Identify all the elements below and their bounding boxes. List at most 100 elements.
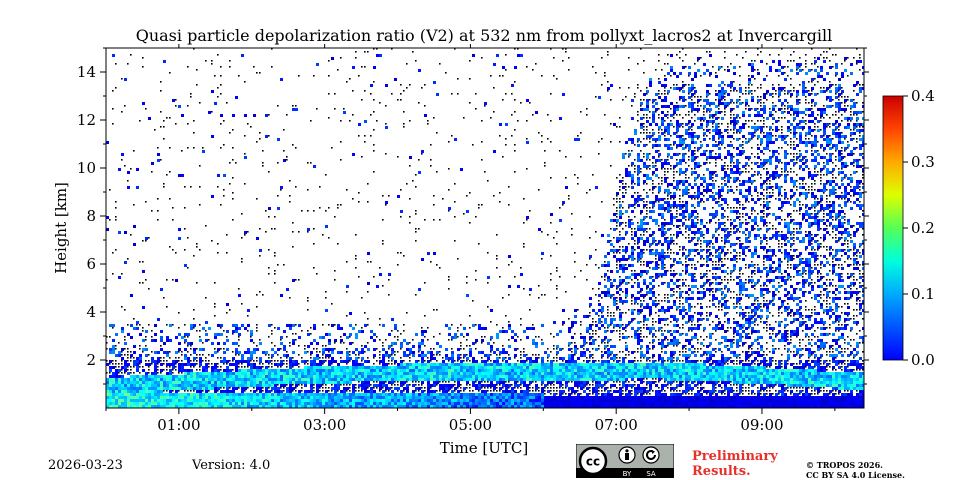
heatmap-cell xyxy=(187,360,190,363)
heatmap-cell xyxy=(265,354,267,356)
heatmap-cell xyxy=(496,354,498,356)
heatmap-cell xyxy=(127,324,129,326)
heatmap-cell xyxy=(175,252,177,254)
heatmap-cell xyxy=(523,222,525,224)
heatmap-cell xyxy=(607,372,610,375)
heatmap-cell xyxy=(574,354,576,356)
heatmap-cell xyxy=(517,336,519,338)
heatmap-cell xyxy=(127,360,129,362)
heatmap-cell xyxy=(391,342,394,345)
heatmap-cell xyxy=(139,396,142,399)
heatmap-cell xyxy=(592,342,595,345)
heatmap-cell xyxy=(160,111,162,113)
heatmap-cell xyxy=(601,321,603,323)
heatmap-cell xyxy=(241,369,244,372)
heatmap-cell xyxy=(634,396,637,399)
heatmap-cell xyxy=(421,372,424,375)
heatmap-cell xyxy=(490,345,493,348)
heatmap-cell xyxy=(379,360,382,363)
heatmap-cell xyxy=(253,360,255,362)
heatmap-cell xyxy=(217,174,220,177)
heatmap-cell xyxy=(490,387,492,389)
heatmap-cell xyxy=(343,396,346,399)
heatmap-cell xyxy=(232,192,234,194)
heatmap-cell xyxy=(502,357,505,360)
heatmap-cell xyxy=(493,372,496,375)
heatmap-cell xyxy=(190,405,193,408)
heatmap-cell xyxy=(169,390,172,393)
heatmap-cell xyxy=(157,399,160,402)
heatmap-cell xyxy=(418,345,421,348)
heatmap-cell xyxy=(154,339,157,342)
heatmap-cell xyxy=(337,207,339,209)
heatmap-cell xyxy=(619,225,621,227)
heatmap-cell xyxy=(349,333,352,336)
heatmap-cell xyxy=(262,162,264,164)
heatmap-cell xyxy=(634,231,637,234)
heatmap-cell xyxy=(640,213,642,215)
heatmap-cell xyxy=(544,390,546,392)
heatmap-cell xyxy=(313,339,316,342)
heatmap-cell xyxy=(328,93,330,95)
heatmap-cell xyxy=(613,228,616,231)
heatmap-cell xyxy=(505,54,507,56)
heatmap-cell xyxy=(616,228,618,230)
heatmap-cell xyxy=(157,393,160,396)
heatmap-cell xyxy=(298,369,301,372)
heatmap-cell xyxy=(385,369,388,372)
heatmap-cell xyxy=(631,372,634,375)
heatmap-cell xyxy=(430,366,433,369)
heatmap-cell xyxy=(556,402,559,405)
heatmap-cell xyxy=(289,363,292,366)
heatmap-cell xyxy=(226,336,228,338)
heatmap-cell xyxy=(646,114,648,116)
heatmap-cell xyxy=(394,351,396,353)
heatmap-cell xyxy=(604,336,607,339)
heatmap-cell xyxy=(523,381,526,384)
heatmap-cell xyxy=(106,384,109,387)
heatmap-cell xyxy=(634,243,636,245)
heatmap-cell xyxy=(628,174,631,177)
heatmap-cell xyxy=(229,381,232,384)
heatmap-cell xyxy=(142,393,145,396)
heatmap-cell xyxy=(244,183,246,185)
heatmap-cell xyxy=(556,351,559,354)
heatmap-cell xyxy=(568,393,571,396)
heatmap-cell xyxy=(199,165,201,167)
heatmap-cell xyxy=(631,297,633,299)
heatmap-cell xyxy=(466,195,468,197)
heatmap-cell xyxy=(514,399,517,402)
heatmap-cell xyxy=(646,273,648,275)
heatmap-cell xyxy=(385,84,388,87)
heatmap-cell xyxy=(634,381,636,383)
heatmap-cell xyxy=(463,360,465,362)
heatmap-cell xyxy=(622,324,624,326)
heatmap-cell xyxy=(331,369,334,372)
heatmap-cell xyxy=(160,348,163,351)
heatmap-cell xyxy=(337,402,340,405)
heatmap-cell xyxy=(136,168,139,171)
heatmap-cell xyxy=(250,351,253,354)
heatmap-cell xyxy=(496,369,499,372)
heatmap-cell xyxy=(178,342,181,345)
heatmap-cell xyxy=(631,204,634,207)
heatmap-cell xyxy=(268,381,271,384)
heatmap-cell xyxy=(271,372,274,375)
heatmap-cell xyxy=(175,399,178,402)
heatmap-cell xyxy=(649,246,651,248)
heatmap-cell xyxy=(307,369,310,372)
heatmap-cell xyxy=(166,387,169,390)
heatmap-cell xyxy=(583,363,586,366)
heatmap-cell xyxy=(640,345,643,348)
heatmap-cell xyxy=(451,357,454,360)
heatmap-cell xyxy=(292,342,295,345)
heatmap-cell xyxy=(187,378,190,381)
heatmap-cell xyxy=(391,330,393,332)
heatmap-cell xyxy=(643,315,646,318)
heatmap-cell xyxy=(646,396,649,399)
heatmap-cell xyxy=(634,333,637,336)
heatmap-cell xyxy=(556,375,559,378)
heatmap-cell xyxy=(178,378,181,381)
heatmap-cell xyxy=(286,396,289,399)
heatmap-cell xyxy=(232,372,235,375)
